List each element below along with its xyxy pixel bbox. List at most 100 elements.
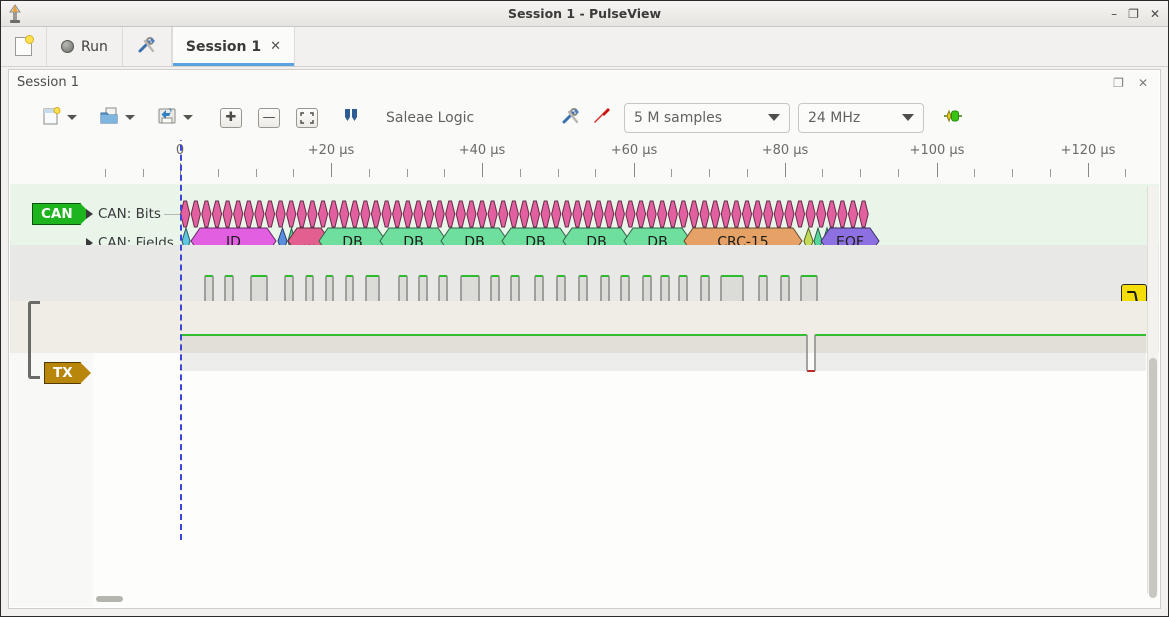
- can-bit-annotation[interactable]: [699, 200, 710, 228]
- tab-close-icon[interactable]: ✕: [270, 39, 282, 54]
- new-session-button[interactable]: [1, 27, 47, 66]
- open-file-dropdown-arrow[interactable]: [125, 115, 135, 120]
- zero-cursor-line[interactable]: [180, 140, 182, 540]
- can-bit-annotation[interactable]: [752, 200, 763, 228]
- device-settings-button[interactable]: [556, 103, 586, 133]
- can-bit-annotation[interactable]: [646, 200, 657, 228]
- can-bit-annotation[interactable]: [561, 200, 572, 228]
- can-bit-annotation[interactable]: [625, 200, 636, 228]
- can-bit-annotation[interactable]: [837, 200, 848, 228]
- decoder-badge-can[interactable]: CAN: [32, 203, 92, 225]
- vertical-scrollbar-thumb[interactable]: [1149, 358, 1157, 598]
- new-file-dropdown-arrow[interactable]: [67, 115, 77, 120]
- can-bit-annotation[interactable]: [773, 200, 784, 228]
- can-bit-annotation[interactable]: [455, 200, 466, 228]
- open-file-button[interactable]: [94, 103, 124, 133]
- can-bit-annotation[interactable]: [593, 200, 604, 228]
- can-bit-annotation[interactable]: [498, 200, 509, 228]
- can-bit-annotation[interactable]: [731, 200, 742, 228]
- can-bit-annotation[interactable]: [190, 200, 201, 228]
- can-bit-annotation[interactable]: [286, 200, 297, 228]
- trace-view[interactable]: 0 +20 µs +40 µs +60 µs +80 µs +100 µs +1…: [10, 140, 1159, 607]
- can-bit-annotation[interactable]: [519, 200, 530, 228]
- can-bit-annotation[interactable]: [826, 200, 837, 228]
- maximize-button[interactable]: ❐: [1128, 6, 1139, 21]
- can-bit-annotation[interactable]: [805, 200, 816, 228]
- can-bit-annotation[interactable]: [582, 200, 594, 228]
- can-bit-annotation[interactable]: [201, 200, 212, 228]
- zoom-fit-button[interactable]: [292, 103, 322, 133]
- show-cursors-button[interactable]: [336, 103, 366, 133]
- can-bit-annotation[interactable]: [635, 200, 647, 228]
- can-bit-annotation[interactable]: [763, 200, 774, 228]
- sample-rate-selector[interactable]: 24 MHz: [798, 102, 924, 133]
- device-selector[interactable]: Saleae Logic: [386, 110, 548, 126]
- can-bit-annotation[interactable]: [614, 200, 625, 228]
- zoom-in-button[interactable]: ✚: [216, 103, 246, 133]
- can-bit-annotation[interactable]: [275, 200, 286, 228]
- new-file-button[interactable]: [36, 103, 66, 133]
- decoder-row-bits[interactable]: CAN: Bits: [86, 206, 161, 222]
- can-bit-annotation[interactable]: [360, 200, 371, 228]
- can-bit-annotation[interactable]: [392, 200, 403, 228]
- can-bit-annotation[interactable]: [296, 200, 307, 228]
- can-bit-annotation[interactable]: [551, 200, 562, 228]
- can-bit-annotation[interactable]: [370, 200, 382, 228]
- can-bit-annotation[interactable]: [487, 200, 498, 228]
- run-button[interactable]: Run: [47, 27, 123, 66]
- can-bit-annotation[interactable]: [540, 200, 551, 228]
- can-bit-annotation[interactable]: [508, 200, 519, 228]
- save-file-button[interactable]: [152, 103, 182, 133]
- channel-badge-tx[interactable]: TX: [44, 362, 92, 384]
- vertical-scrollbar[interactable]: [1147, 186, 1158, 598]
- capture-status-button[interactable]: [938, 103, 968, 133]
- can-bit-annotation[interactable]: [349, 200, 360, 228]
- can-bit-annotation[interactable]: [476, 200, 488, 228]
- dock-float-button[interactable]: ❐: [1113, 75, 1124, 90]
- save-file-dropdown-arrow[interactable]: [183, 115, 193, 120]
- can-bit-annotation[interactable]: [529, 200, 541, 228]
- can-bit-annotation[interactable]: [328, 200, 339, 228]
- can-bit-annotation[interactable]: [413, 200, 424, 228]
- can-bit-annotation[interactable]: [572, 200, 583, 228]
- can-bit-annotation[interactable]: [466, 200, 477, 228]
- minimize-button[interactable]: –: [1111, 6, 1118, 21]
- zoom-out-button[interactable]: —: [254, 103, 284, 133]
- can-bit-annotation[interactable]: [423, 200, 435, 228]
- can-bit-annotation[interactable]: [381, 200, 392, 228]
- can-bit-annotation[interactable]: [657, 200, 668, 228]
- can-bit-annotation[interactable]: [688, 200, 700, 228]
- time-ruler[interactable]: 0 +20 µs +40 µs +60 µs +80 µs +100 µs +1…: [10, 140, 1159, 184]
- can-bit-annotation[interactable]: [402, 200, 413, 228]
- tx-waveform[interactable]: [180, 326, 1146, 381]
- can-bit-annotation[interactable]: [678, 200, 689, 228]
- can-bit-annotation[interactable]: [710, 200, 721, 228]
- close-button[interactable]: ✕: [1149, 6, 1160, 21]
- can-bit-annotation[interactable]: [858, 200, 869, 228]
- can-bit-annotation[interactable]: [307, 200, 318, 228]
- can-bit-annotation[interactable]: [211, 200, 223, 228]
- can-bit-annotation[interactable]: [741, 200, 753, 228]
- can-bit-annotation[interactable]: [434, 200, 445, 228]
- can-bit-annotation[interactable]: [339, 200, 350, 228]
- expand-triangle-icon[interactable]: [86, 209, 93, 219]
- can-bit-annotation[interactable]: [264, 200, 276, 228]
- can-bit-annotation[interactable]: [243, 200, 254, 228]
- can-bit-annotation[interactable]: [794, 200, 806, 228]
- dock-close-button[interactable]: ✕: [1137, 75, 1148, 90]
- can-bit-annotation[interactable]: [222, 200, 233, 228]
- horizontal-scrollbar-thumb[interactable]: [96, 596, 123, 602]
- sample-count-selector[interactable]: 5 M samples: [624, 102, 790, 133]
- trigger-probe-button[interactable]: [586, 103, 616, 133]
- can-bits-annotations[interactable]: [180, 198, 880, 231]
- can-bit-annotation[interactable]: [254, 200, 265, 228]
- can-bit-annotation[interactable]: [667, 200, 678, 228]
- can-bit-annotation[interactable]: [445, 200, 456, 228]
- settings-button[interactable]: [123, 27, 172, 66]
- tab-session-1[interactable]: Session 1 ✕: [171, 27, 296, 66]
- can-bit-annotation[interactable]: [604, 200, 615, 228]
- can-bit-annotation[interactable]: [233, 200, 244, 228]
- can-bit-annotation[interactable]: [784, 200, 795, 228]
- can-bit-annotation[interactable]: [847, 200, 859, 228]
- can-bit-annotation[interactable]: [816, 200, 827, 228]
